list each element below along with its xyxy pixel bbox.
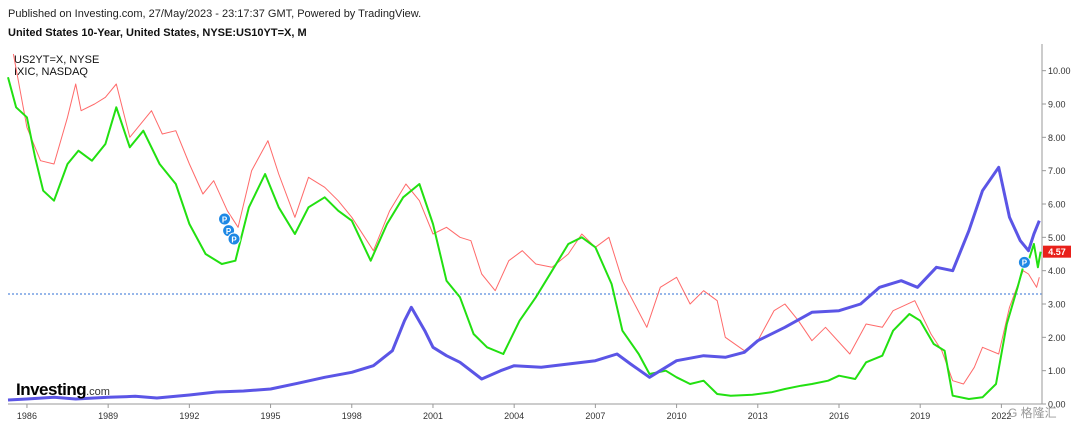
x-tick-label: 1989 [98,411,118,421]
y-tick-label: 8.00 [1048,133,1066,143]
x-tick-label: 2013 [748,411,768,421]
marker-label: P [222,215,228,224]
x-tick-label: 2022 [991,411,1011,421]
x-tick-label: 2001 [423,411,443,421]
y-tick-label: 3.00 [1048,300,1066,310]
x-tick-label: 1992 [179,411,199,421]
dividend-marker [218,212,232,226]
x-tick-label: 2019 [910,411,930,421]
x-tick-label: 1998 [342,411,362,421]
marker-label: P [1022,259,1028,268]
x-tick-label: 2004 [504,411,524,421]
last-price-badge [1043,245,1071,258]
legend-item-us2y: US2YT=X, NYSE [14,54,100,66]
y-tick-label: 0.00 [1048,400,1066,410]
marker-label: P [231,235,237,244]
y-tick-label: 4.00 [1048,266,1066,276]
published-line: Published on Investing.com, 27/May/2023 … [8,8,422,20]
dividend-marker [227,232,241,246]
y-tick-label: 9.00 [1048,100,1066,110]
last-price-label: 4.57 [1048,247,1066,257]
y-tick-label: 5.00 [1048,233,1066,243]
axes: 0.00 1.00 2.00 3.00 4.00 5.00 6.00 7.00 8.00 9.00… [8,44,1071,421]
series-line-us10y [12,53,1040,385]
y-tick-label: 10.00 [1048,66,1071,76]
x-tick-label: 2007 [585,411,605,421]
x-tick-label: 1986 [17,411,37,421]
y-tick-label: 6.00 [1048,200,1066,210]
watermark: G 格隆汇 [1008,406,1057,420]
dividend-marker [1017,255,1031,269]
x-tick-label: 1995 [261,411,281,421]
y-tick-label: 7.00 [1048,166,1066,176]
chart-symbol-title: United States 10-Year, United States, NY… [8,27,307,39]
y-tick-label: 2.00 [1048,333,1066,343]
x-tick-label: 2016 [829,411,849,421]
series-line-ixic [7,165,1041,402]
series-lines [7,53,1042,402]
x-tick-label: 2010 [667,411,687,421]
series-line-us2y [7,77,1042,400]
marker-label: P [226,227,232,236]
y-tick-label: 1.00 [1048,366,1066,376]
legend-item-ixic: IXIC, NASDAQ [14,66,88,78]
investing-logo: Investing.com [16,380,110,399]
